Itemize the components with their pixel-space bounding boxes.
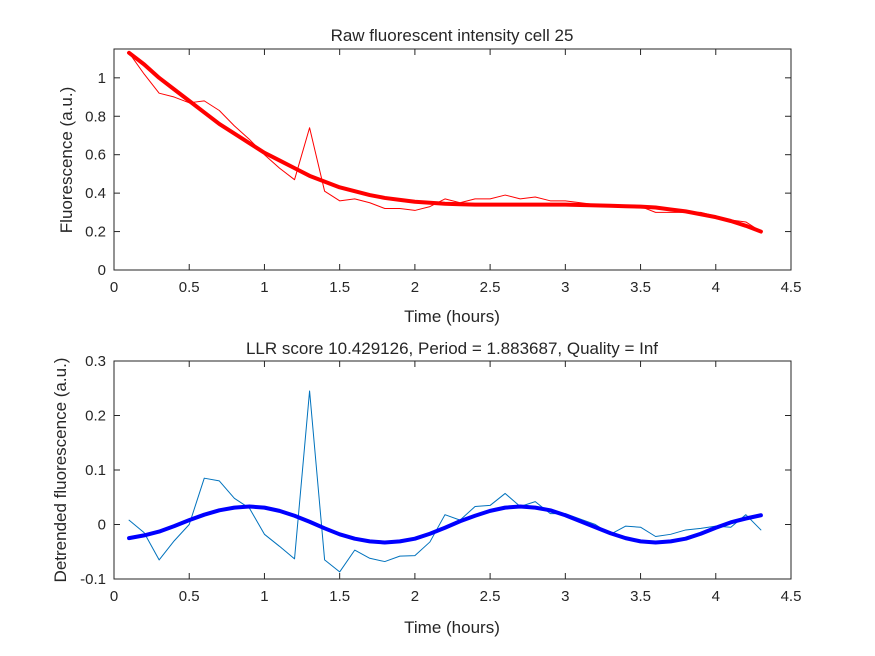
- bottom-y-tick-label: -0.1: [80, 571, 106, 588]
- top-x-tick-label: 1.5: [329, 279, 350, 296]
- bottom-x-tick-label: 0.5: [179, 588, 200, 605]
- bottom-x-tick-label: 3.5: [630, 588, 651, 605]
- top-x-axis-label: Time (hours): [404, 307, 500, 326]
- top-x-tick-label: 3.5: [630, 279, 651, 296]
- bottom-y-axis-label: Detrended fluorescence (a.u.): [51, 358, 70, 583]
- top-x-tick-label: 4.5: [781, 279, 802, 296]
- top-series-fit-line: [127, 50, 763, 234]
- top-axis-ticks: 0 0.5 1 1.5 2 2.5 3 3.5 4 4.5 0 0.2 0.4 0.6 0.8 1: [85, 49, 801, 296]
- bottom-x-tick-label: 4.5: [781, 588, 802, 605]
- top-plot-area: [113, 48, 792, 271]
- bottom-series-lines: [127, 390, 763, 573]
- top-x-tick-label: 1: [260, 279, 268, 296]
- top-y-tick-label: 0.8: [85, 108, 106, 125]
- top-series-lines: [127, 50, 763, 234]
- bottom-axis-ticks: 0 0.5 1 1.5 2 2.5 3 3.5 4 4.5-0.100.10.20.3: [80, 353, 801, 605]
- bottom-series-fit-line: [127, 504, 763, 545]
- top-y-tick-label: 0.2: [85, 224, 106, 241]
- bottom-y-tick-label: 0.2: [85, 408, 106, 425]
- bottom-x-tick-label: 0: [110, 588, 118, 605]
- bottom-series-raw-line: [128, 390, 762, 573]
- bottom-y-tick-label: 0.3: [85, 353, 106, 370]
- top-x-tick-label: 4: [712, 279, 720, 296]
- top-x-tick-label: 0.5: [179, 279, 200, 296]
- top-y-tick-label: 0: [98, 262, 106, 279]
- top-x-tick-label: 0: [110, 279, 118, 296]
- bottom-x-tick-label: 2: [411, 588, 419, 605]
- top-subplot: Raw fluorescent intensity cell 25 Time (…: [57, 26, 801, 326]
- top-y-axis-label: Fluorescence (a.u.): [57, 87, 76, 233]
- top-x-tick-label: 2.5: [480, 279, 501, 296]
- bottom-plot-area: [113, 360, 792, 580]
- bottom-x-tick-label: 3: [561, 588, 569, 605]
- bottom-y-tick-label: 0: [98, 517, 106, 534]
- top-y-tick-label: 0.4: [85, 185, 106, 202]
- bottom-x-tick-label: 1: [260, 588, 268, 605]
- top-series-raw-line: [128, 52, 762, 233]
- top-y-tick-label: 0.6: [85, 147, 106, 164]
- bottom-x-tick-label: 4: [712, 588, 720, 605]
- bottom-y-tick-label: 0.1: [85, 462, 106, 479]
- top-x-tick-label: 3: [561, 279, 569, 296]
- bottom-subplot: LLR score 10.429126, Period = 1.883687, …: [51, 339, 801, 637]
- bottom-x-axis-label: Time (hours): [404, 618, 500, 637]
- top-x-tick-label: 2: [411, 279, 419, 296]
- bottom-chart-title: LLR score 10.429126, Period = 1.883687, …: [246, 339, 658, 358]
- bottom-x-tick-label: 2.5: [480, 588, 501, 605]
- bottom-x-tick-label: 1.5: [329, 588, 350, 605]
- top-y-tick-label: 1: [98, 70, 106, 87]
- top-chart-title: Raw fluorescent intensity cell 25: [331, 26, 574, 45]
